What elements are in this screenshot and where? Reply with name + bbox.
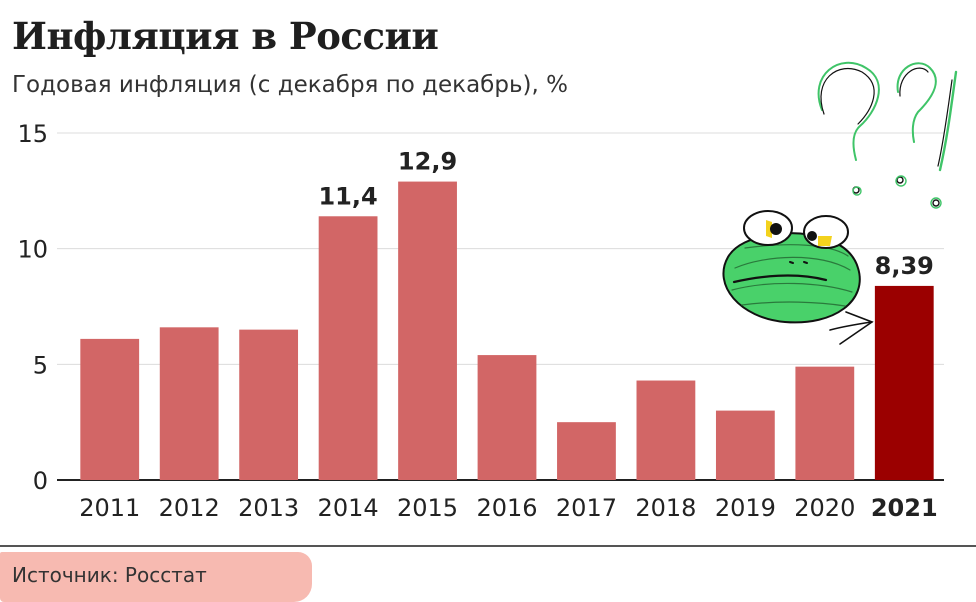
frog-body-scribble bbox=[731, 244, 853, 307]
frog-pupil-right bbox=[807, 231, 817, 241]
question-mark-2-black bbox=[899, 67, 929, 97]
chart-subtitle: Годовая инфляция (с декабря по декабрь),… bbox=[12, 72, 568, 98]
frog-doodle-icon bbox=[722, 210, 861, 324]
frog-body bbox=[722, 232, 861, 324]
y-tick-label: 15 bbox=[17, 120, 48, 148]
y-tick-label: 10 bbox=[17, 236, 48, 264]
arrow-doodle-icon bbox=[829, 311, 874, 345]
dot-3 bbox=[932, 199, 940, 207]
x-tick-label-2021: 2021 bbox=[871, 494, 938, 522]
x-tick-label-2017: 2017 bbox=[556, 494, 617, 522]
dot-3-green bbox=[930, 197, 942, 209]
x-tick-label-2012: 2012 bbox=[159, 494, 220, 522]
question-mark-1-black bbox=[820, 67, 875, 125]
x-tick-label-2014: 2014 bbox=[318, 494, 379, 522]
chart-title: Инфляция в России bbox=[12, 14, 439, 58]
dot-2-green bbox=[895, 175, 907, 187]
bar-2021 bbox=[874, 285, 934, 480]
bars bbox=[80, 181, 934, 480]
data-label-2014: 11,4 bbox=[318, 182, 377, 210]
y-tick-label: 5 bbox=[33, 351, 48, 379]
x-tick-label-2011: 2011 bbox=[79, 494, 140, 522]
question-exclaim-doodle-icon bbox=[817, 61, 958, 209]
data-label-2015: 12,9 bbox=[398, 148, 457, 176]
x-tick-label-2016: 2016 bbox=[476, 494, 537, 522]
frog-nostrils bbox=[789, 261, 808, 264]
frog-eye-yellow-right bbox=[818, 236, 832, 246]
bar-2016 bbox=[477, 355, 537, 480]
source-highlight-band bbox=[0, 552, 312, 602]
source-footer: Источник: Росстат bbox=[0, 545, 976, 602]
bar-2015 bbox=[398, 181, 457, 480]
bar-2019 bbox=[715, 410, 775, 480]
source-label: Источник: Росстат bbox=[12, 563, 207, 587]
question-mark-1-green bbox=[817, 61, 880, 161]
bar-chart: 11,4 12,9 8,39 0 5 10 15 2011 2012 2013 2014 2015 2… bbox=[17, 61, 958, 522]
bar-2014 bbox=[318, 216, 378, 480]
bar-2012 bbox=[159, 327, 219, 480]
footer-divider bbox=[0, 545, 976, 547]
arrow-head bbox=[839, 311, 874, 345]
frog-pupil-left bbox=[770, 223, 782, 235]
y-tick-label: 0 bbox=[33, 467, 48, 495]
frog-mouth bbox=[732, 274, 828, 284]
x-tick-label-2013: 2013 bbox=[238, 494, 299, 522]
bar-2011 bbox=[80, 338, 140, 480]
exclamation-green bbox=[938, 70, 958, 172]
x-tick-label-2015: 2015 bbox=[397, 494, 458, 522]
dot-2 bbox=[896, 176, 904, 184]
bar-2018 bbox=[636, 380, 696, 480]
question-mark-2-green bbox=[896, 62, 937, 143]
data-labels: 11,4 12,9 8,39 bbox=[318, 148, 933, 280]
x-tick-label-2019: 2019 bbox=[715, 494, 776, 522]
exclamation-black bbox=[937, 79, 953, 167]
data-label-2021: 8,39 bbox=[875, 252, 934, 280]
bar-2017 bbox=[557, 422, 616, 480]
axis-ticks: 0 5 10 15 2011 2012 2013 2014 2015 2016 2017 2018 20… bbox=[17, 120, 937, 522]
arrow-shaft bbox=[829, 321, 873, 331]
frog-eye-yellow-left bbox=[766, 220, 772, 238]
x-tick-label-2020: 2020 bbox=[794, 494, 855, 522]
bar-2013 bbox=[239, 329, 299, 480]
x-tick-label-2018: 2018 bbox=[635, 494, 696, 522]
bar-2020 bbox=[795, 366, 855, 480]
dot-1-green bbox=[852, 186, 862, 196]
